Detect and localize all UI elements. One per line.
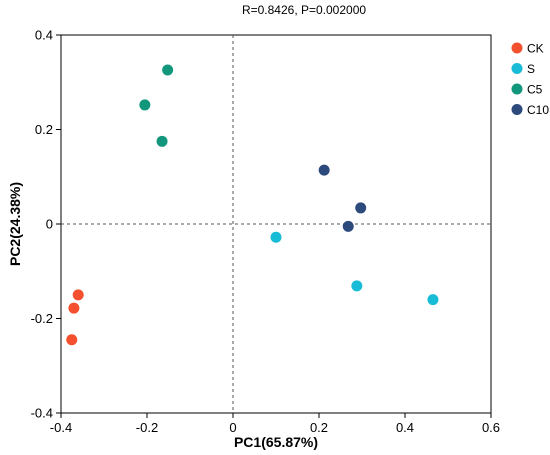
legend-label-s: S bbox=[527, 62, 535, 76]
point-ck bbox=[72, 289, 84, 301]
point-c10 bbox=[342, 220, 354, 232]
legend-marker-c10 bbox=[511, 104, 523, 115]
y-tick-label: 0.4 bbox=[35, 28, 53, 43]
point-s bbox=[351, 280, 363, 292]
legend: CK S C5 C10 bbox=[511, 42, 549, 117]
point-s bbox=[270, 231, 282, 243]
point-s bbox=[427, 294, 439, 306]
x-tick-label: 0.4 bbox=[396, 420, 414, 435]
x-tick-label: -0.4 bbox=[50, 420, 72, 435]
legend-label-c5: C5 bbox=[527, 83, 543, 97]
y-axis-ticks: -0.4 -0.2 0 0.2 0.4 bbox=[31, 28, 61, 421]
point-ck bbox=[66, 334, 78, 346]
x-tick-label: -0.2 bbox=[136, 420, 158, 435]
legend-label-c10: C10 bbox=[527, 103, 549, 117]
x-tick-label: 0.6 bbox=[482, 420, 500, 435]
legend-marker-c5 bbox=[511, 83, 523, 95]
y-tick-label: 0.2 bbox=[35, 122, 53, 137]
legend-marker-ck bbox=[511, 42, 523, 54]
point-c5 bbox=[156, 135, 168, 147]
y-tick-label: -0.2 bbox=[31, 311, 53, 326]
plot-frame bbox=[60, 34, 492, 414]
point-c10 bbox=[318, 164, 330, 176]
data-points bbox=[66, 64, 439, 346]
point-c5 bbox=[139, 99, 151, 111]
x-axis-ticks: -0.4 -0.2 0 0.2 0.4 0.6 bbox=[50, 413, 500, 435]
legend-label-ck: CK bbox=[527, 42, 544, 56]
y-axis-title: PC2(24.38%) bbox=[7, 182, 23, 266]
x-tick-label: 0 bbox=[229, 420, 236, 435]
x-tick-label: 0.2 bbox=[310, 420, 328, 435]
chart-subtitle: R=0.8426, P=0.002000 bbox=[242, 3, 366, 17]
y-tick-label: -0.4 bbox=[31, 406, 53, 421]
point-c10 bbox=[355, 202, 367, 214]
point-c5 bbox=[162, 64, 174, 76]
y-tick-label: 0 bbox=[46, 217, 53, 232]
x-axis-title: PC1(65.87%) bbox=[234, 434, 318, 450]
point-ck bbox=[68, 302, 80, 314]
legend-marker-s bbox=[511, 63, 523, 74]
